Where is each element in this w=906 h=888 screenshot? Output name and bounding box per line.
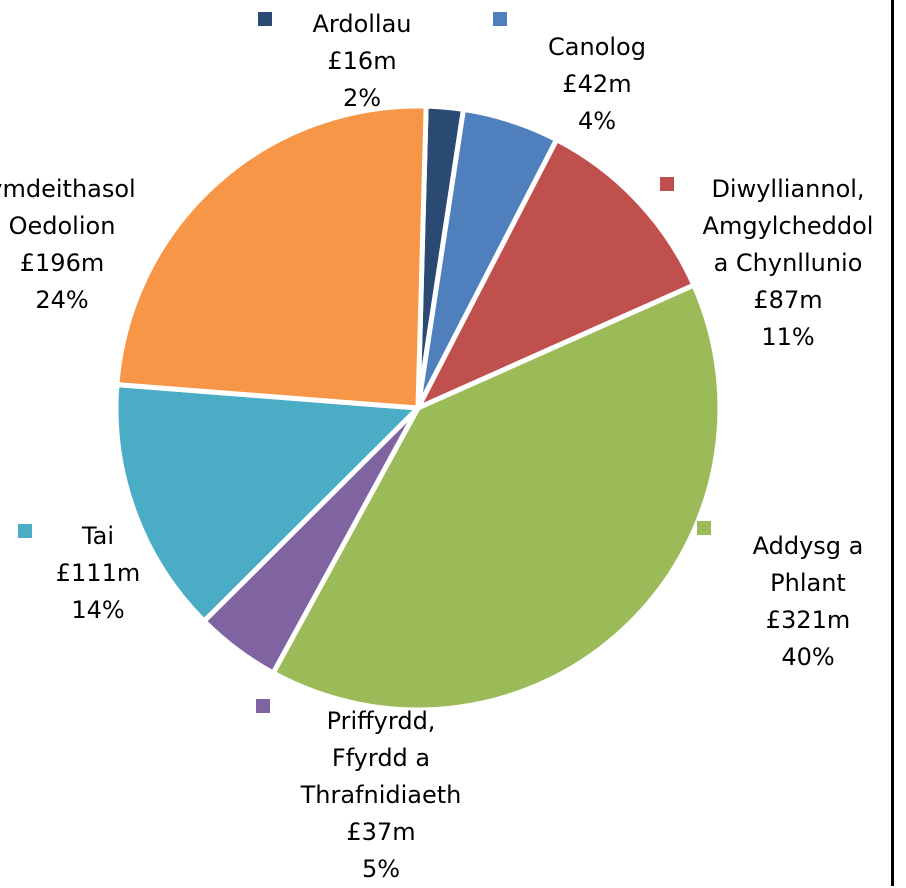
slice-percent: 5%	[361, 855, 401, 883]
legend-marker-addysg	[697, 521, 711, 535]
slice-label-line: Addysg a	[752, 532, 864, 560]
chart-border	[891, 0, 894, 886]
legend-marker-priffyrdd	[256, 699, 270, 713]
pie-slice-addysg	[270, 282, 723, 713]
data-label-tai: Tai £111m 14%	[56, 518, 140, 629]
data-label-canolog: Canolog £42m 4%	[548, 29, 646, 140]
slice-amount: £37m	[346, 818, 416, 846]
slice-label-line: Ffyrdd a	[331, 744, 431, 772]
slice-amount: £321m	[765, 606, 851, 634]
slice-amount: £87m	[753, 286, 823, 314]
pie-slice-diwylliannol	[415, 137, 697, 411]
slice-label-line: Ardollau	[312, 10, 412, 38]
slice-label-line: Phlant	[770, 569, 846, 597]
slice-label-line: a Chynllunio	[713, 249, 863, 277]
slice-label-line: Oedolion	[8, 212, 116, 240]
data-label-ardollau: Ardollau £16m 2%	[312, 6, 411, 117]
data-label-addysg: Addysg a Phlant £321m 40%	[753, 528, 864, 676]
data-label-cymdeithasol: ymdeithasol Oedolion £196m 24%	[0, 171, 136, 319]
slice-percent: 11%	[761, 323, 815, 351]
slice-amount: £42m	[562, 70, 632, 98]
data-label-priffyrdd: Priffyrdd, Ffyrdd a Thrafnidiaeth £37m 5%	[301, 703, 462, 888]
slice-label-line: Thrafnidiaeth	[300, 781, 462, 809]
legend-marker-diwylliannol	[660, 177, 674, 191]
pie-slice-tai	[113, 382, 421, 624]
slice-label-line: Canolog	[548, 33, 646, 61]
legend-marker-canolog	[493, 12, 507, 26]
slice-percent: 4%	[577, 107, 617, 135]
data-label-diwylliannol: Diwylliannol, Amgylcheddol a Chynllunio £87…	[703, 171, 874, 356]
slice-amount: £16m	[327, 47, 397, 75]
slice-amount: £111m	[55, 559, 141, 587]
pie-slice-cymdeithasol	[114, 103, 429, 411]
slice-label-line: Diwylliannol,	[711, 175, 865, 203]
slice-label-line: Tai	[81, 522, 115, 550]
legend-marker-tai	[18, 524, 32, 538]
slice-label-line: ymdeithasol	[0, 175, 136, 203]
legend-marker-ardollau	[258, 12, 272, 26]
slice-label-line: Amgylcheddol	[702, 212, 874, 240]
slice-percent: 24%	[35, 286, 89, 314]
slice-percent: 40%	[781, 643, 835, 671]
slice-amount: £196m	[19, 249, 105, 277]
slice-label-line: Priffyrdd,	[326, 707, 436, 735]
slice-percent: 2%	[342, 84, 382, 112]
slice-percent: 14%	[71, 596, 125, 624]
